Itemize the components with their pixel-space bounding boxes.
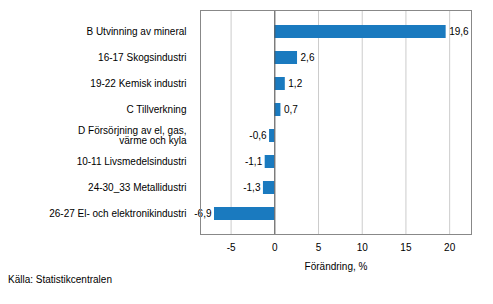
- svg-text:0,7: 0,7: [284, 104, 298, 115]
- svg-text:16-17 Skogsindustri: 16-17 Skogsindustri: [98, 52, 186, 63]
- svg-text:-6,9: -6,9: [194, 208, 212, 219]
- svg-text:-1,1: -1,1: [245, 156, 263, 167]
- svg-text:D Försörjning av el, gas,värme: D Försörjning av el, gas,värme och kyla: [78, 125, 187, 146]
- svg-text:19,6: 19,6: [449, 26, 469, 37]
- html-text:Källa: Statistikcentralen: Källa: Statistikcentralen: [8, 274, 112, 285]
- svg-text:1,2: 1,2: [288, 78, 302, 89]
- svg-text:10: 10: [357, 242, 369, 253]
- svg-text:19-22 Kemisk industri: 19-22 Kemisk industri: [90, 78, 186, 89]
- svg-text:0: 0: [272, 242, 278, 253]
- svg-text:-1,3: -1,3: [243, 182, 261, 193]
- svg-text:-5: -5: [227, 242, 236, 253]
- svg-text:10-11 Livsmedelsindustri: 10-11 Livsmedelsindustri: [77, 156, 187, 167]
- svg-text:2,6: 2,6: [301, 52, 315, 63]
- svg-text:-0,6: -0,6: [249, 130, 267, 141]
- svg-text:Förändring, %: Förändring, %: [305, 261, 368, 272]
- svg-text:C Tillverkning: C Tillverkning: [126, 104, 186, 115]
- svg-text:24-30_33 Metallidustri: 24-30_33 Metallidustri: [88, 182, 186, 193]
- svg-text:20: 20: [444, 242, 456, 253]
- svg-text:26-27 El- och elektronikindust: 26-27 El- och elektronikindustri: [49, 208, 186, 219]
- svg-text:15: 15: [400, 242, 412, 253]
- svg-text:B Utvinning av mineral: B Utvinning av mineral: [86, 26, 186, 37]
- svg-text:5: 5: [316, 242, 322, 253]
